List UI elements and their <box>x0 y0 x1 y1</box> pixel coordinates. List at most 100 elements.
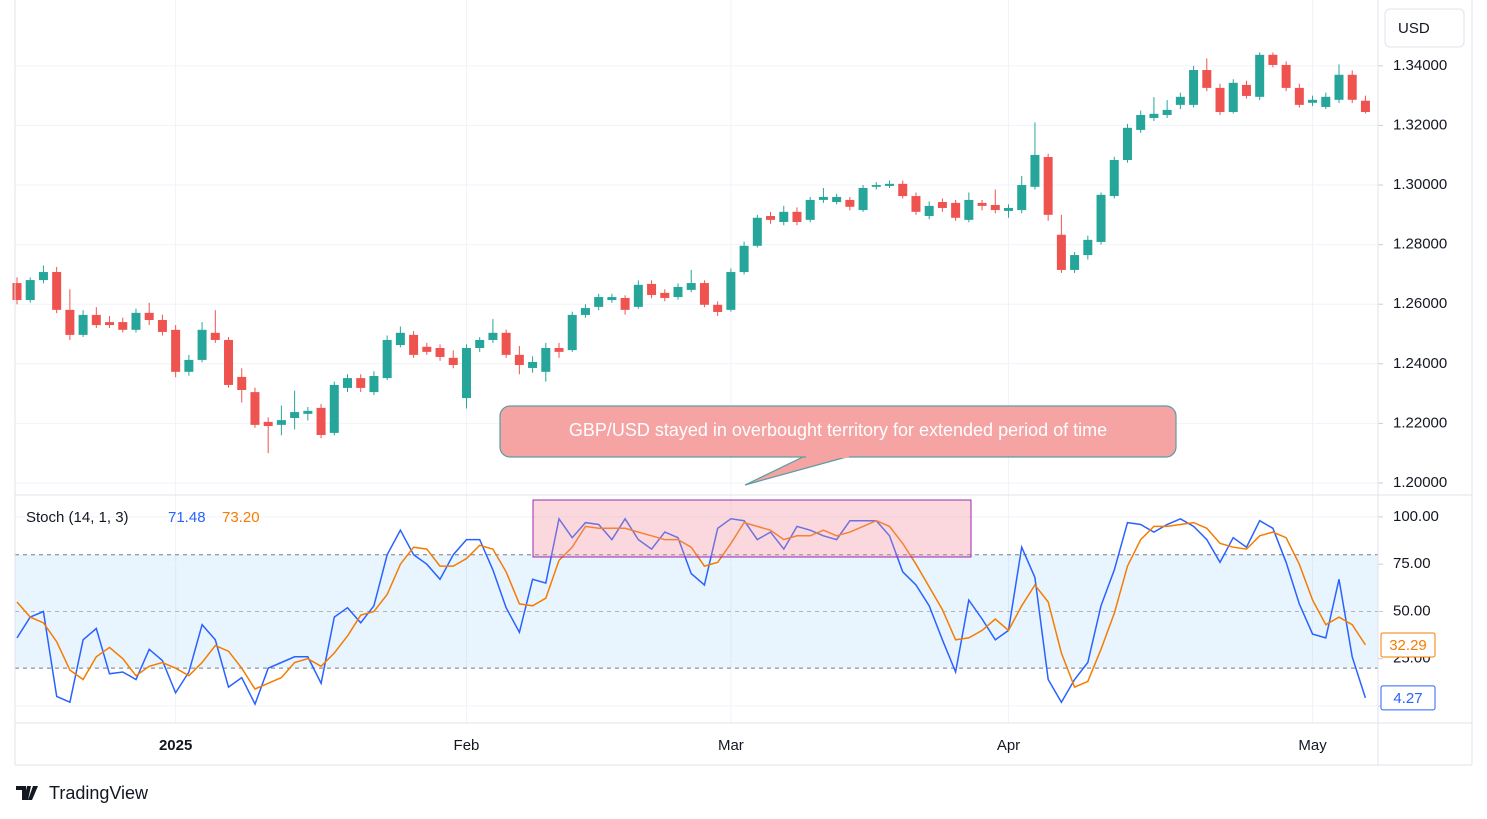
candle-body <box>276 420 286 425</box>
candle-body <box>131 312 141 330</box>
candle-body <box>885 183 895 186</box>
y-tick-label: 50.00 <box>1393 602 1431 619</box>
y-tick-label: 1.30000 <box>1393 176 1447 193</box>
x-tick-label: Mar <box>718 737 744 754</box>
candle-body <box>713 304 723 312</box>
candle-body <box>1241 84 1251 96</box>
candle-body <box>752 217 762 246</box>
candle-body <box>1070 255 1080 270</box>
candle-body <box>964 199 974 220</box>
candle-body <box>461 348 471 399</box>
candle-body <box>1360 100 1370 113</box>
candle-body <box>567 314 577 351</box>
indicator-title: Stoch (14, 1, 3) <box>26 509 129 526</box>
candle-body <box>303 410 313 414</box>
stoch-line <box>16 519 1367 690</box>
candle-body <box>1043 157 1053 215</box>
candle-body <box>1004 207 1013 211</box>
candle-body <box>263 421 273 427</box>
callout-text: GBP/USD stayed in overbought territory f… <box>569 420 1107 440</box>
candle-body <box>554 348 564 352</box>
candle-body <box>38 272 48 281</box>
candle-body <box>528 362 538 368</box>
candle-body <box>475 339 485 349</box>
candle-body <box>224 339 234 385</box>
y-tick-label: 1.32000 <box>1393 116 1447 133</box>
last-value-label: 4.27 <box>1393 690 1422 707</box>
legend-value: 71.48 <box>168 509 206 526</box>
candle-body <box>210 332 220 340</box>
candle-body <box>739 245 749 273</box>
candle-body <box>422 346 432 352</box>
y-tick-label: 75.00 <box>1393 555 1431 572</box>
x-tick-label: Apr <box>997 737 1020 754</box>
tags-layer: 71.48 4.27 73.20 32.29 <box>168 509 1436 711</box>
x-tick-label: May <box>1298 737 1327 754</box>
candle-body <box>1136 115 1146 130</box>
candle-body <box>818 196 828 200</box>
candle-body <box>977 202 987 206</box>
candle-body <box>871 185 881 187</box>
candle-body <box>1162 109 1172 116</box>
candle-body <box>382 339 392 379</box>
x-tick-label: 2025 <box>159 737 192 754</box>
x-tick-label: Feb <box>454 737 480 754</box>
candle-body <box>686 283 696 290</box>
candle-body <box>1281 64 1291 88</box>
candle-body <box>1228 82 1238 113</box>
candle-body <box>580 308 590 315</box>
candle-body <box>541 348 551 372</box>
candle-body <box>1215 87 1225 113</box>
logo-icon <box>16 786 38 800</box>
candle-body <box>660 292 670 298</box>
candle-body <box>12 283 22 301</box>
candle-body <box>1334 74 1344 100</box>
candle-body <box>911 196 921 212</box>
y-tick-label: 1.20000 <box>1393 474 1447 491</box>
candle-body <box>369 376 379 393</box>
candle-body <box>647 283 657 295</box>
candle-body <box>250 392 260 425</box>
y-tick-label: 1.22000 <box>1393 414 1447 431</box>
candle-body <box>105 322 115 326</box>
brand: TradingView <box>49 783 149 803</box>
candle-body <box>448 357 458 365</box>
candle-body <box>1268 54 1278 65</box>
logo[interactable]: TradingView <box>16 783 149 803</box>
candle-body <box>1017 185 1027 211</box>
candle-body <box>937 202 947 208</box>
currency-label: USD <box>1398 20 1430 37</box>
candle-body <box>1083 239 1093 256</box>
y-tick-label: 100.00 <box>1393 508 1439 525</box>
candle-body <box>356 378 366 388</box>
y-tick-label: 1.28000 <box>1393 236 1447 253</box>
candle-body <box>766 216 776 220</box>
candle-body <box>157 319 167 332</box>
y-tick-label: 1.26000 <box>1393 295 1447 312</box>
candle-body <box>673 286 683 298</box>
candle-body <box>343 378 352 388</box>
last-value-tag <box>1380 685 1436 711</box>
candle-body <box>924 205 934 217</box>
candle-body <box>1175 96 1185 105</box>
currency-box[interactable] <box>1384 8 1465 48</box>
candle-body <box>290 412 300 419</box>
candle-body <box>25 280 35 301</box>
highlight-box <box>532 499 972 558</box>
candle-body <box>1149 113 1159 118</box>
candle-body <box>488 332 498 340</box>
stoch-line <box>16 516 1367 706</box>
candle-body <box>832 196 842 203</box>
candle-body <box>951 202 961 218</box>
candle-body <box>1294 87 1304 105</box>
candle-body <box>594 297 604 307</box>
candle-body <box>990 204 1000 211</box>
candle-body <box>65 309 75 335</box>
candle-body <box>1255 54 1265 97</box>
candle-body <box>805 199 815 220</box>
candle-body <box>78 314 88 335</box>
candle-body <box>1030 154 1040 187</box>
candle-body <box>620 297 630 310</box>
